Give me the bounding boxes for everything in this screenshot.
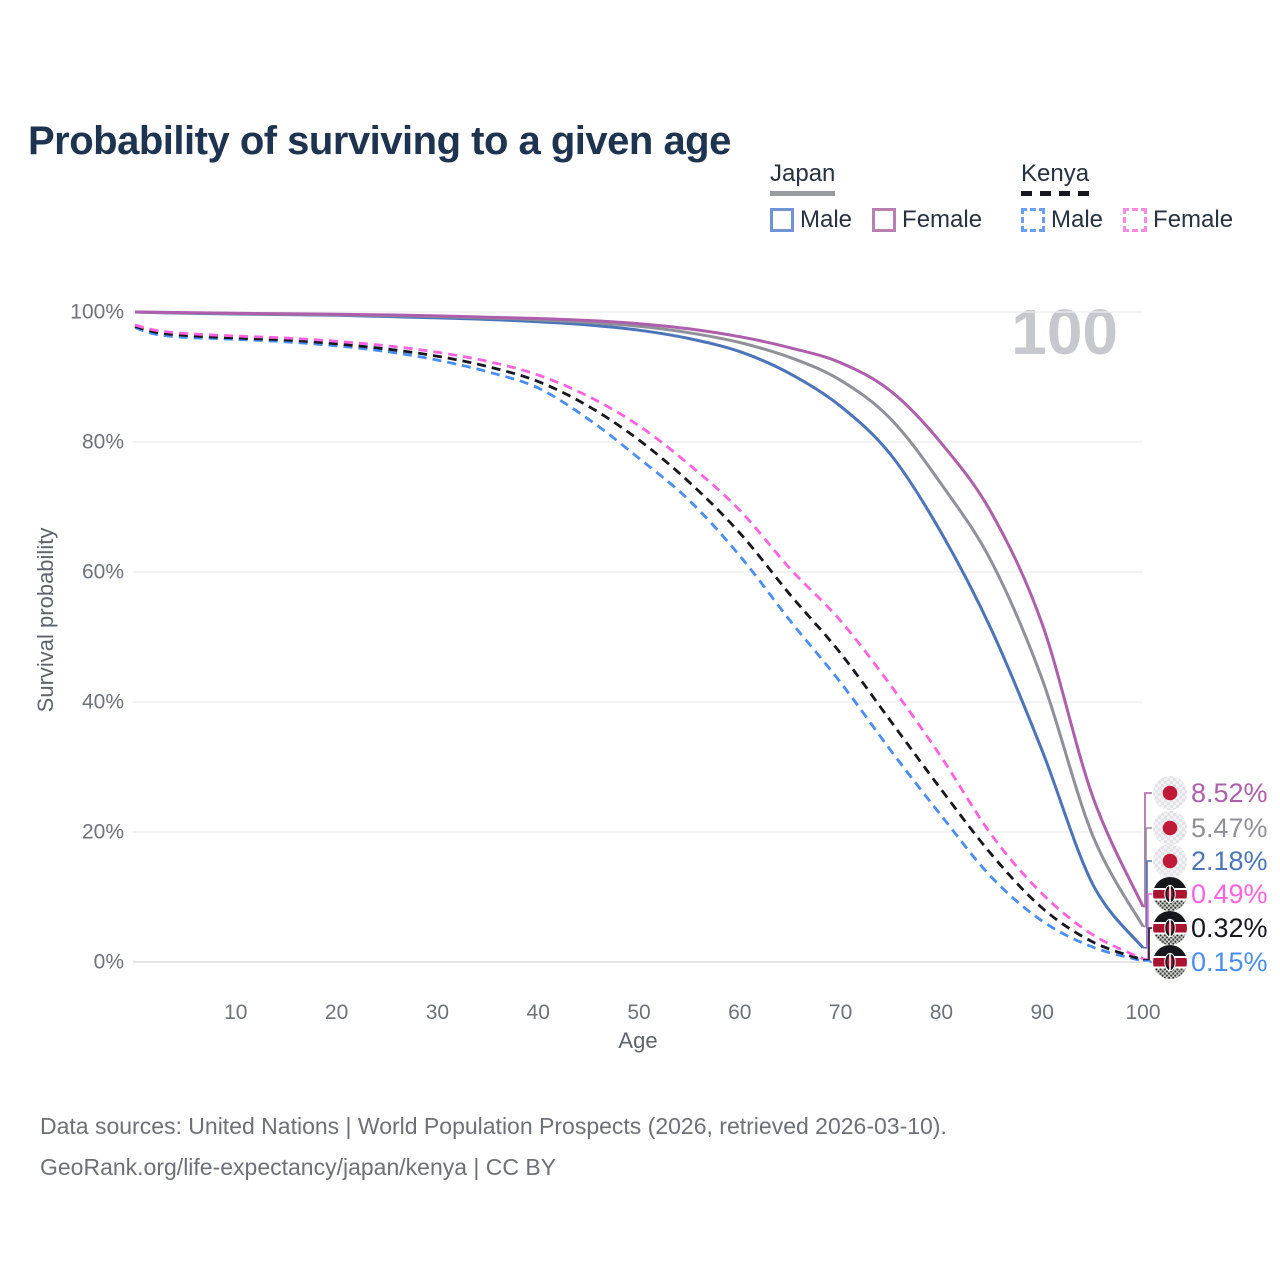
footer-attribution-line: GeoRank.org/life-expectancy/japan/kenya … (40, 1154, 557, 1180)
end-label-value-kenya-male: 0.15% (1191, 947, 1268, 977)
end-label-connector-kenya-female (1143, 893, 1152, 960)
series-line-kenya-male[interactable] (134, 326, 1144, 963)
legend-group-kenya: Kenya Male Female (1021, 160, 1233, 234)
end-label-kenya[interactable]: 0.32% (1153, 911, 1268, 945)
page-title: Probability of surviving to a given age (28, 118, 731, 163)
flag-japan-icon (1153, 844, 1187, 878)
legend-japan-underline-swatch (770, 191, 836, 196)
series-line-kenya-female[interactable] (134, 323, 1144, 961)
end-label-value-japan-male: 2.18% (1191, 846, 1268, 876)
y-tick-label-40: 40% (82, 691, 124, 714)
end-label-connector-japan (1143, 827, 1152, 928)
y-tick-label-20: 20% (82, 821, 124, 844)
flag-kenya-icon (1153, 945, 1187, 979)
y-tick-label-0: 0% (94, 951, 124, 974)
flag-japan-icon (1153, 811, 1187, 845)
x-tick-label-40: 40 (527, 1001, 550, 1024)
x-tick-label-60: 60 (728, 1001, 751, 1024)
series-line-kenya[interactable] (134, 324, 1144, 962)
end-label-connector-japan-female (1143, 792, 1152, 908)
x-tick-label-90: 90 (1031, 1001, 1054, 1024)
y-tick-label-80: 80% (82, 431, 124, 454)
end-label-value-japan: 5.47% (1191, 813, 1268, 843)
x-tick-label-70: 70 (829, 1001, 852, 1024)
x-tick-label-100: 100 (1125, 1001, 1160, 1024)
end-label-value-kenya: 0.32% (1191, 913, 1268, 943)
hovered-age-watermark: 100 (1011, 296, 1118, 368)
legend-item-japan-female[interactable]: Female (872, 206, 982, 234)
kenya-female-swatch-icon (1123, 207, 1148, 232)
x-tick-label-80: 80 (930, 1001, 953, 1024)
y-tick-label-100: 100% (70, 301, 124, 324)
x-tick-label-50: 50 (627, 1001, 650, 1024)
end-label-kenya-female[interactable]: 0.49% (1153, 877, 1268, 911)
legend-header-japan[interactable]: Japan (770, 160, 836, 187)
footer: Data sources: United Nations | World Pop… (40, 1106, 947, 1188)
legend-item-kenya-female[interactable]: Female (1123, 206, 1233, 234)
x-tick-label-30: 30 (426, 1001, 449, 1024)
end-label-value-japan-female: 8.52% (1191, 778, 1268, 808)
series-line-japan-female[interactable] (134, 310, 1145, 908)
end-label-japan-female[interactable]: 8.52% (1153, 776, 1268, 810)
legend-group-japan: Japan Male Female (770, 160, 982, 234)
x-tick-label-10: 10 (224, 1001, 247, 1024)
end-label-japan[interactable]: 5.47% (1153, 811, 1268, 845)
legend-kenya-underline-swatch (1021, 191, 1090, 196)
japan-female-swatch-icon (872, 207, 897, 232)
kenya-male-swatch-icon (1021, 207, 1045, 232)
end-label-japan-male[interactable]: 2.18% (1153, 844, 1268, 878)
x-axis-title: Age (618, 1028, 658, 1053)
end-label-connector-japan-male (1143, 860, 1152, 949)
x-tick-label-20: 20 (325, 1001, 348, 1024)
end-label-value-kenya-female: 0.49% (1191, 879, 1268, 909)
y-tick-label-60: 60% (82, 561, 124, 584)
series-line-japan-male[interactable] (134, 310, 1145, 949)
end-label-connector-kenya (1143, 927, 1152, 961)
japan-male-swatch-icon (770, 207, 794, 232)
flag-kenya-icon (1153, 877, 1187, 911)
end-label-kenya-male[interactable]: 0.15% (1153, 945, 1268, 979)
flag-japan-icon (1153, 776, 1187, 810)
legend-item-kenya-male[interactable]: Male (1021, 206, 1103, 234)
footer-sources-line: Data sources: United Nations | World Pop… (40, 1113, 947, 1139)
legend-item-japan-male[interactable]: Male (770, 206, 852, 234)
flag-kenya-icon (1153, 911, 1187, 945)
series-line-japan[interactable] (134, 310, 1145, 928)
legend-header-kenya[interactable]: Kenya (1021, 160, 1090, 187)
end-label-connector-kenya-male (1143, 960, 1152, 963)
